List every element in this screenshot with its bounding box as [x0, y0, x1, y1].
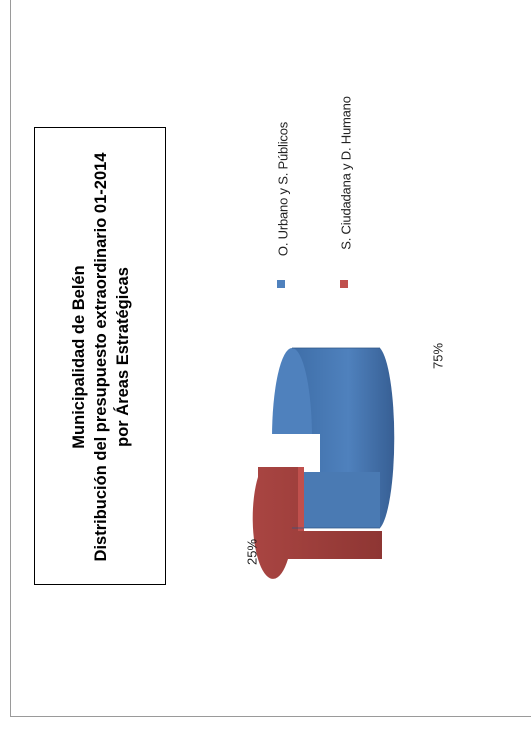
data-label-s-ciudadana: 25%: [244, 538, 260, 566]
pie-notch: [270, 434, 320, 472]
pie-slice-s-ciudadana-top: [298, 467, 304, 531]
pie-slice-o-urbano-edges: [292, 347, 380, 529]
page-border: [10, 0, 531, 717]
legend-swatch-s-ciudadana: [340, 280, 348, 288]
pie-slice-s-ciudadana-side: [252, 467, 382, 579]
legend-swatch-o-urbano: [277, 280, 285, 288]
chart-title-box: Municipalidad de Belén Distribución del …: [34, 127, 166, 585]
data-label-o-urbano: 75%: [430, 342, 446, 370]
legend-label-s-ciudadana: S. Ciudadana y D. Humano: [338, 96, 354, 250]
pie-slice-o-urbano-inner: [304, 472, 380, 528]
legend-label-o-urbano: O. Urbano y S. Públicos: [275, 121, 291, 257]
